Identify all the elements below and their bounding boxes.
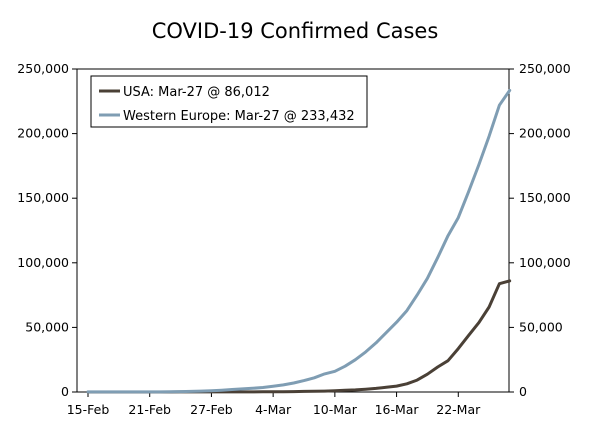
x-tick-label: 21-Feb [128, 402, 171, 417]
y-tick-label-left: 150,000 [17, 190, 69, 205]
y-tick-label-right: 50,000 [519, 319, 563, 334]
legend-box [90, 75, 368, 128]
x-tick-label: 15-Feb [67, 402, 110, 417]
x-tick-label: 4-Mar [255, 402, 292, 417]
x-tick-label: 27-Feb [190, 402, 233, 417]
series-line-usa [86, 279, 512, 394]
x-tick-label: 10-Mar [313, 402, 358, 417]
y-tick-label-left: 200,000 [17, 126, 69, 141]
chart-title: COVID-19 Confirmed Cases [152, 19, 439, 43]
y-tick-label-right: 150,000 [519, 190, 571, 205]
x-tick-label: 16-Mar [375, 402, 420, 417]
series-line-western-europe [86, 88, 512, 394]
legend: USA: Mar-27 @ 86,012 Western Europe: Mar-… [90, 75, 368, 128]
y-tick-label-right: 250,000 [519, 61, 571, 76]
axes: 0 0 50,000 50,000 100,000 100,000 150,000 150,0… [17, 61, 570, 417]
y-tick-label-left: 0 [61, 384, 69, 399]
series-lines [86, 88, 512, 394]
legend-entry: USA: Mar-27 @ 86,012 [123, 85, 270, 100]
legend-entry: Western Europe: Mar-27 @ 233,432 [123, 109, 355, 124]
x-tick-label: 22-Mar [436, 402, 481, 417]
y-tick-label-right: 0 [519, 384, 527, 399]
y-tick-label-left: 100,000 [17, 255, 69, 270]
y-tick-label-right: 100,000 [519, 255, 571, 270]
y-tick-label-left: 50,000 [25, 319, 69, 334]
y-tick-label-right: 200,000 [519, 126, 571, 141]
y-tick-label-left: 250,000 [17, 61, 69, 76]
